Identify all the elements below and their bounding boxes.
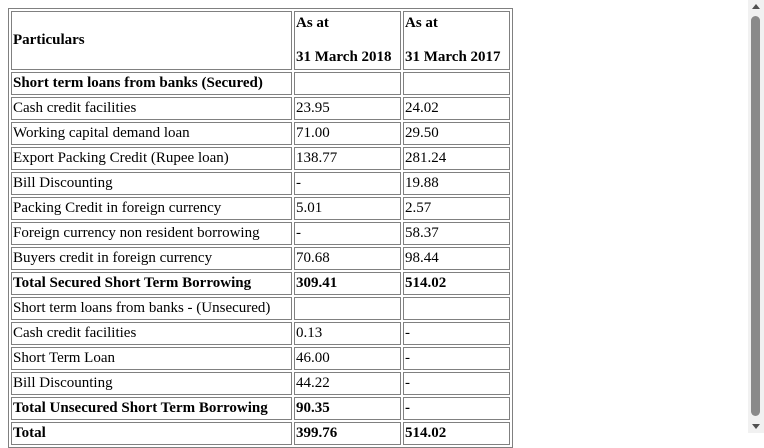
value-2017	[403, 297, 510, 320]
value-2017: 281.24	[403, 147, 510, 170]
row-label: Short term loans from banks (Secured)	[11, 72, 292, 95]
table-row: Buyers credit in foreign currency 70.68 98…	[11, 247, 510, 270]
value-2018	[294, 72, 401, 95]
row-label: Short term loans from banks - (Unsecured…	[11, 297, 292, 320]
value-2018: 309.41	[294, 272, 401, 295]
row-label: Total Unsecured Short Term Borrowing	[11, 397, 292, 420]
value-2017: 19.88	[403, 172, 510, 195]
table-row: Bill Discounting 44.22-	[11, 372, 510, 395]
value-2017: -	[403, 397, 510, 420]
value-2017: -	[403, 347, 510, 370]
scroll-down-arrow-icon[interactable]	[752, 424, 760, 429]
value-2018: 90.35	[294, 397, 401, 420]
table-row: Cash credit facilities 23.95 24.02	[11, 97, 510, 120]
table-row: Cash credit facilities 0.13-	[11, 322, 510, 345]
value-2017: 29.50	[403, 122, 510, 145]
value-2018	[294, 297, 401, 320]
table-row: Short term loans from banks - (Unsecured…	[11, 297, 510, 320]
table-row: Short Term Loan 46.00-	[11, 347, 510, 370]
row-label: Foreign currency non resident borrowing	[11, 222, 292, 245]
table-body: Particulars As at 31 March 2018 As at 31…	[11, 11, 510, 445]
value-2018: -	[294, 222, 401, 245]
header-2017-line2: 31 March 2017	[405, 49, 501, 65]
table-row: Working capital demand loan 71.00 29.50	[11, 122, 510, 145]
value-2017: 24.02	[403, 97, 510, 120]
value-2018: 138.77	[294, 147, 401, 170]
value-2018: 399.76	[294, 422, 401, 445]
row-label: Short Term Loan	[11, 347, 292, 370]
header-2018-line1: As at	[296, 15, 329, 31]
table-row: Export Packing Credit (Rupee loan) 138.77…	[11, 147, 510, 170]
value-2017: -	[403, 372, 510, 395]
table-row: Packing Credit in foreign currency 5.01 2.…	[11, 197, 510, 220]
header-2018-line2: 31 March 2018	[296, 49, 392, 65]
value-2017: 514.02	[403, 422, 510, 445]
row-label: Cash credit facilities	[11, 322, 292, 345]
table-row: Foreign currency non resident borrowing -…	[11, 222, 510, 245]
value-2017	[403, 72, 510, 95]
table-row: Total Unsecured Short Term Borrowing 90.3…	[11, 397, 510, 420]
value-2018: 0.13	[294, 322, 401, 345]
value-2018: 46.00	[294, 347, 401, 370]
value-2018: -	[294, 172, 401, 195]
vertical-scrollbar[interactable]	[748, 0, 764, 433]
scroll-up-arrow-icon[interactable]	[752, 4, 760, 9]
row-label: Packing Credit in foreign currency	[11, 197, 292, 220]
row-label: Export Packing Credit (Rupee loan)	[11, 147, 292, 170]
row-label: Total	[11, 422, 292, 445]
row-label: Buyers credit in foreign currency	[11, 247, 292, 270]
value-2017: 514.02	[403, 272, 510, 295]
row-label: Bill Discounting	[11, 172, 292, 195]
scroll-thumb[interactable]	[751, 16, 760, 416]
value-2018: 44.22	[294, 372, 401, 395]
header-2017: As at 31 March 2017	[403, 11, 510, 70]
value-2018: 5.01	[294, 197, 401, 220]
row-label: Total Secured Short Term Borrowing	[11, 272, 292, 295]
value-2018: 71.00	[294, 122, 401, 145]
value-2017: 2.57	[403, 197, 510, 220]
borrowings-table: Particulars As at 31 March 2018 As at 31…	[8, 8, 513, 448]
header-2018: As at 31 March 2018	[294, 11, 401, 70]
table-row: Total Secured Short Term Borrowing 309.41…	[11, 272, 510, 295]
value-2018: 23.95	[294, 97, 401, 120]
value-2017: 98.44	[403, 247, 510, 270]
header-2017-line1: As at	[405, 15, 438, 31]
row-label: Bill Discounting	[11, 372, 292, 395]
table-row: Short term loans from banks (Secured)	[11, 72, 510, 95]
row-label: Cash credit facilities	[11, 97, 292, 120]
value-2017: -	[403, 322, 510, 345]
value-2017: 58.37	[403, 222, 510, 245]
header-row: Particulars As at 31 March 2018 As at 31…	[11, 11, 510, 70]
value-2018: 70.68	[294, 247, 401, 270]
row-label: Working capital demand loan	[11, 122, 292, 145]
table-row: Bill Discounting -19.88	[11, 172, 510, 195]
header-particulars: Particulars	[11, 11, 292, 70]
table-row: Total 399.76 514.02	[11, 422, 510, 445]
